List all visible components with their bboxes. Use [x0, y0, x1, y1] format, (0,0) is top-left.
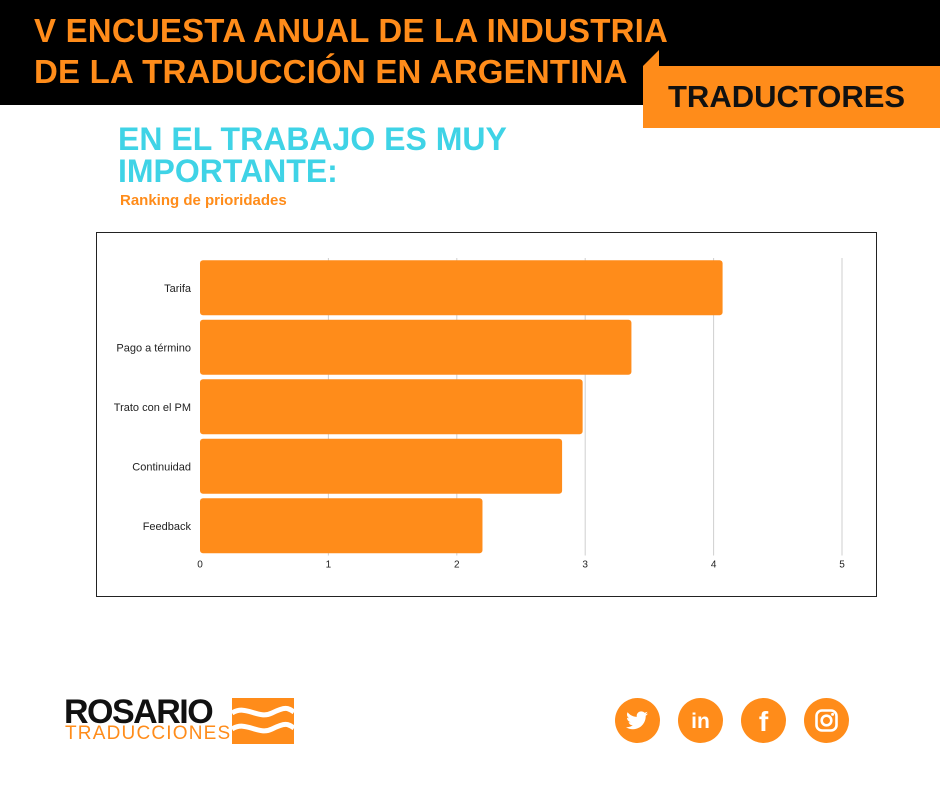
rosario-traducciones-logo: ROSARIO TRADUCCIONES — [64, 694, 296, 746]
category-label: Continuidad — [132, 461, 191, 473]
logo-wave-mark — [232, 698, 294, 744]
section-subtitle: Ranking de prioridades — [120, 192, 287, 209]
x-tick-label: 0 — [197, 560, 203, 571]
audience-tag: TRADUCTORES — [643, 66, 940, 128]
x-tick-label: 4 — [711, 560, 717, 571]
bar-2 — [200, 379, 583, 435]
bar-1 — [200, 319, 632, 375]
header-band: V ENCUESTA ANUAL DE LA INDUSTRIA DE LA T… — [0, 0, 940, 105]
chart-frame: Tarifa Pago a término Trato con el PM Conti… — [96, 232, 877, 597]
svg-text:f: f — [759, 706, 769, 737]
tag-notch — [643, 50, 659, 66]
instagram-button[interactable] — [804, 698, 849, 743]
linkedin-button[interactable]: in — [678, 698, 723, 743]
x-tick-label: 1 — [326, 560, 332, 571]
x-tick-label: 3 — [582, 560, 588, 571]
instagram-icon — [815, 709, 838, 732]
category-label: Feedback — [143, 521, 192, 533]
ranking-bar-chart: Tarifa Pago a término Trato con el PM Conti… — [114, 258, 845, 571]
bar-0 — [200, 260, 723, 316]
survey-title: V ENCUESTA ANUAL DE LA INDUSTRIA DE LA T… — [34, 12, 669, 90]
audience-tag-label: TRADUCTORES — [668, 79, 906, 114]
facebook-icon: f — [759, 706, 769, 737]
x-tick-label: 5 — [839, 560, 845, 571]
category-label: Pago a término — [116, 342, 191, 354]
twitter-icon — [626, 711, 648, 730]
category-label: Tarifa — [164, 283, 192, 295]
bar-4 — [200, 498, 483, 554]
twitter-button[interactable] — [615, 698, 660, 743]
section-title: EN EL TRABAJO ES MUY IMPORTANTE: — [118, 121, 507, 189]
logo-sub-text: TRADUCCIONES — [65, 723, 232, 744]
facebook-button[interactable]: f — [741, 698, 786, 743]
category-label: Trato con el PM — [114, 402, 191, 414]
logo-main-text: ROSARIO — [64, 693, 214, 731]
x-tick-label: 2 — [454, 560, 460, 571]
linkedin-icon: in — [691, 710, 710, 733]
svg-text:in: in — [691, 710, 710, 733]
bar-3 — [200, 438, 563, 494]
